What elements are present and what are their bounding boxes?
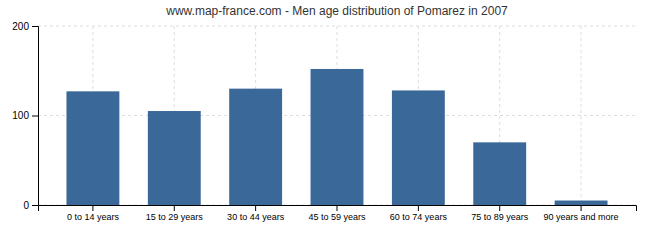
x-tick-mark	[174, 205, 175, 211]
x-tick: 45 to 59 years	[308, 205, 366, 222]
y-tick: 200	[12, 21, 38, 32]
bar	[473, 142, 526, 205]
bars	[66, 69, 607, 205]
y-tick-mark	[32, 205, 38, 206]
bar	[229, 89, 282, 205]
x-tick: 75 to 89 years	[471, 205, 529, 222]
bar	[555, 201, 608, 205]
x-tick-mark	[337, 205, 338, 211]
x-tick-mark	[581, 205, 582, 211]
bar	[66, 91, 119, 205]
x-tick-mark	[255, 205, 256, 211]
x-axis-line	[39, 206, 637, 212]
y-tick-label: 200	[12, 21, 29, 32]
x-tick-label: 45 to 59 years	[308, 212, 366, 222]
x-tick: 60 to 74 years	[390, 205, 448, 222]
y-tick-label: 100	[12, 110, 29, 121]
x-tick-label: 0 to 14 years	[67, 212, 120, 222]
x-tick: 15 to 29 years	[146, 205, 204, 222]
chart-svg: 0 100 200 0 to 14 years 15 to 29 years 30 to …	[0, 0, 650, 229]
x-tick-label: 60 to 74 years	[390, 212, 448, 222]
x-axis: 0 to 14 years 15 to 29 years 30 to 44 year…	[39, 205, 637, 222]
x-tick: 90 years and more	[544, 205, 619, 222]
bar	[311, 69, 364, 205]
x-tick-mark	[92, 205, 93, 211]
bar	[148, 111, 201, 205]
x-tick: 0 to 14 years	[67, 205, 120, 222]
x-tick-mark	[418, 205, 419, 211]
y-axis-line	[32, 27, 39, 206]
x-tick-mark	[499, 205, 500, 211]
grid-line-x	[581, 26, 582, 205]
title: www.map-france.com - Men age distributio…	[165, 4, 508, 18]
y-tick-label: 0	[23, 200, 29, 211]
y-tick-mark	[32, 26, 38, 27]
grid	[38, 26, 636, 205]
y-tick-mark	[32, 116, 38, 117]
x-tick-label: 90 years and more	[544, 212, 619, 222]
x-tick-label: 75 to 89 years	[471, 212, 529, 222]
x-tick: 30 to 44 years	[227, 205, 285, 222]
bar	[392, 90, 445, 205]
y-tick: 0	[23, 200, 38, 211]
y-axis: 0 100 200	[12, 21, 38, 211]
y-tick: 100	[12, 110, 38, 121]
chart-container: 0 100 200 0 to 14 years 15 to 29 years 30 to …	[0, 0, 650, 229]
x-tick-label: 15 to 29 years	[146, 212, 204, 222]
x-tick-label: 30 to 44 years	[227, 212, 285, 222]
